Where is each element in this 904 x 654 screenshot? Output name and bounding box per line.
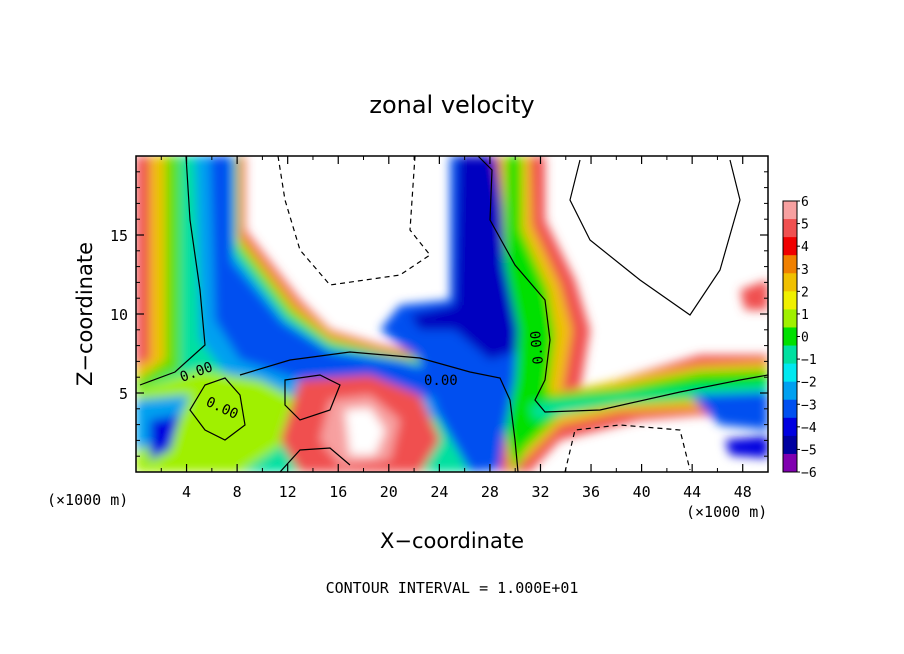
x-tick-label: 40: [633, 483, 651, 501]
colorbar-swatch: [783, 219, 797, 238]
colorbar-label: 5: [801, 218, 809, 233]
contour-interval-note: CONTOUR INTERVAL = 1.000E+01: [326, 579, 579, 597]
x-tick-label: 36: [582, 483, 600, 501]
y-tick-label: 10: [110, 306, 128, 324]
colorbar-swatch: [783, 309, 797, 328]
colorbar-swatch: [783, 327, 797, 346]
x-tick-label: 4: [182, 483, 191, 501]
y-axis-title: Z−coordinate: [73, 242, 97, 386]
x-tick-label: 44: [683, 483, 701, 501]
colorbar-label: 0: [801, 331, 809, 346]
colorbar-label: −5: [801, 443, 817, 458]
x-tick-label: 8: [233, 483, 242, 501]
x-tick-label: 12: [279, 483, 297, 501]
colorbar-label: 1: [801, 308, 809, 323]
colorbar-label: 6: [801, 195, 809, 210]
colorbar-label: 2: [801, 285, 809, 300]
y-tick-label: 15: [110, 227, 128, 245]
x-axis-left-unit: (×1000 m): [47, 491, 128, 509]
y-tick-label: 5: [119, 385, 128, 403]
colorbar-swatch: [783, 436, 797, 455]
colorbar-swatch: [783, 237, 797, 256]
colorbar-swatch: [783, 454, 797, 473]
contour-label: 0.00: [424, 373, 458, 389]
colorbar-swatch: [783, 364, 797, 383]
colorbar-label: −3: [801, 398, 817, 413]
colorbar-swatch: [783, 201, 797, 220]
colorbar-label: 4: [801, 240, 809, 255]
x-axis-right-unit: (×1000 m): [686, 503, 767, 521]
colorbar-swatch: [783, 273, 797, 292]
x-axis-title: X−coordinate: [380, 529, 524, 553]
colorbar-swatch: [783, 382, 797, 401]
x-tick-label: 20: [380, 483, 398, 501]
colorbar-swatch: [783, 255, 797, 274]
x-tick-label: 16: [329, 483, 347, 501]
x-tick-label: 32: [531, 483, 549, 501]
x-tick-label: 48: [734, 483, 752, 501]
colorbar-swatch: [783, 418, 797, 437]
chart-title: zonal velocity: [369, 91, 534, 119]
colorbar-swatch: [783, 400, 797, 419]
velocity-field: [136, 156, 768, 472]
colorbar-label: −4: [801, 421, 817, 436]
contour-label: 0.00: [528, 330, 547, 365]
colorbar-swatch: [783, 346, 797, 365]
colorbar-label: −6: [801, 466, 817, 481]
colorbar-swatch: [783, 291, 797, 310]
colorbar-label: −1: [801, 353, 817, 368]
colorbar: 6 5 4 3 2 1 0 −1 −2 −3 −4 −5 −6: [783, 195, 817, 481]
colorbar-label: 3: [801, 263, 809, 278]
x-tick-label: 28: [481, 483, 499, 501]
colorbar-label: −2: [801, 376, 817, 391]
x-tick-label: 24: [430, 483, 448, 501]
